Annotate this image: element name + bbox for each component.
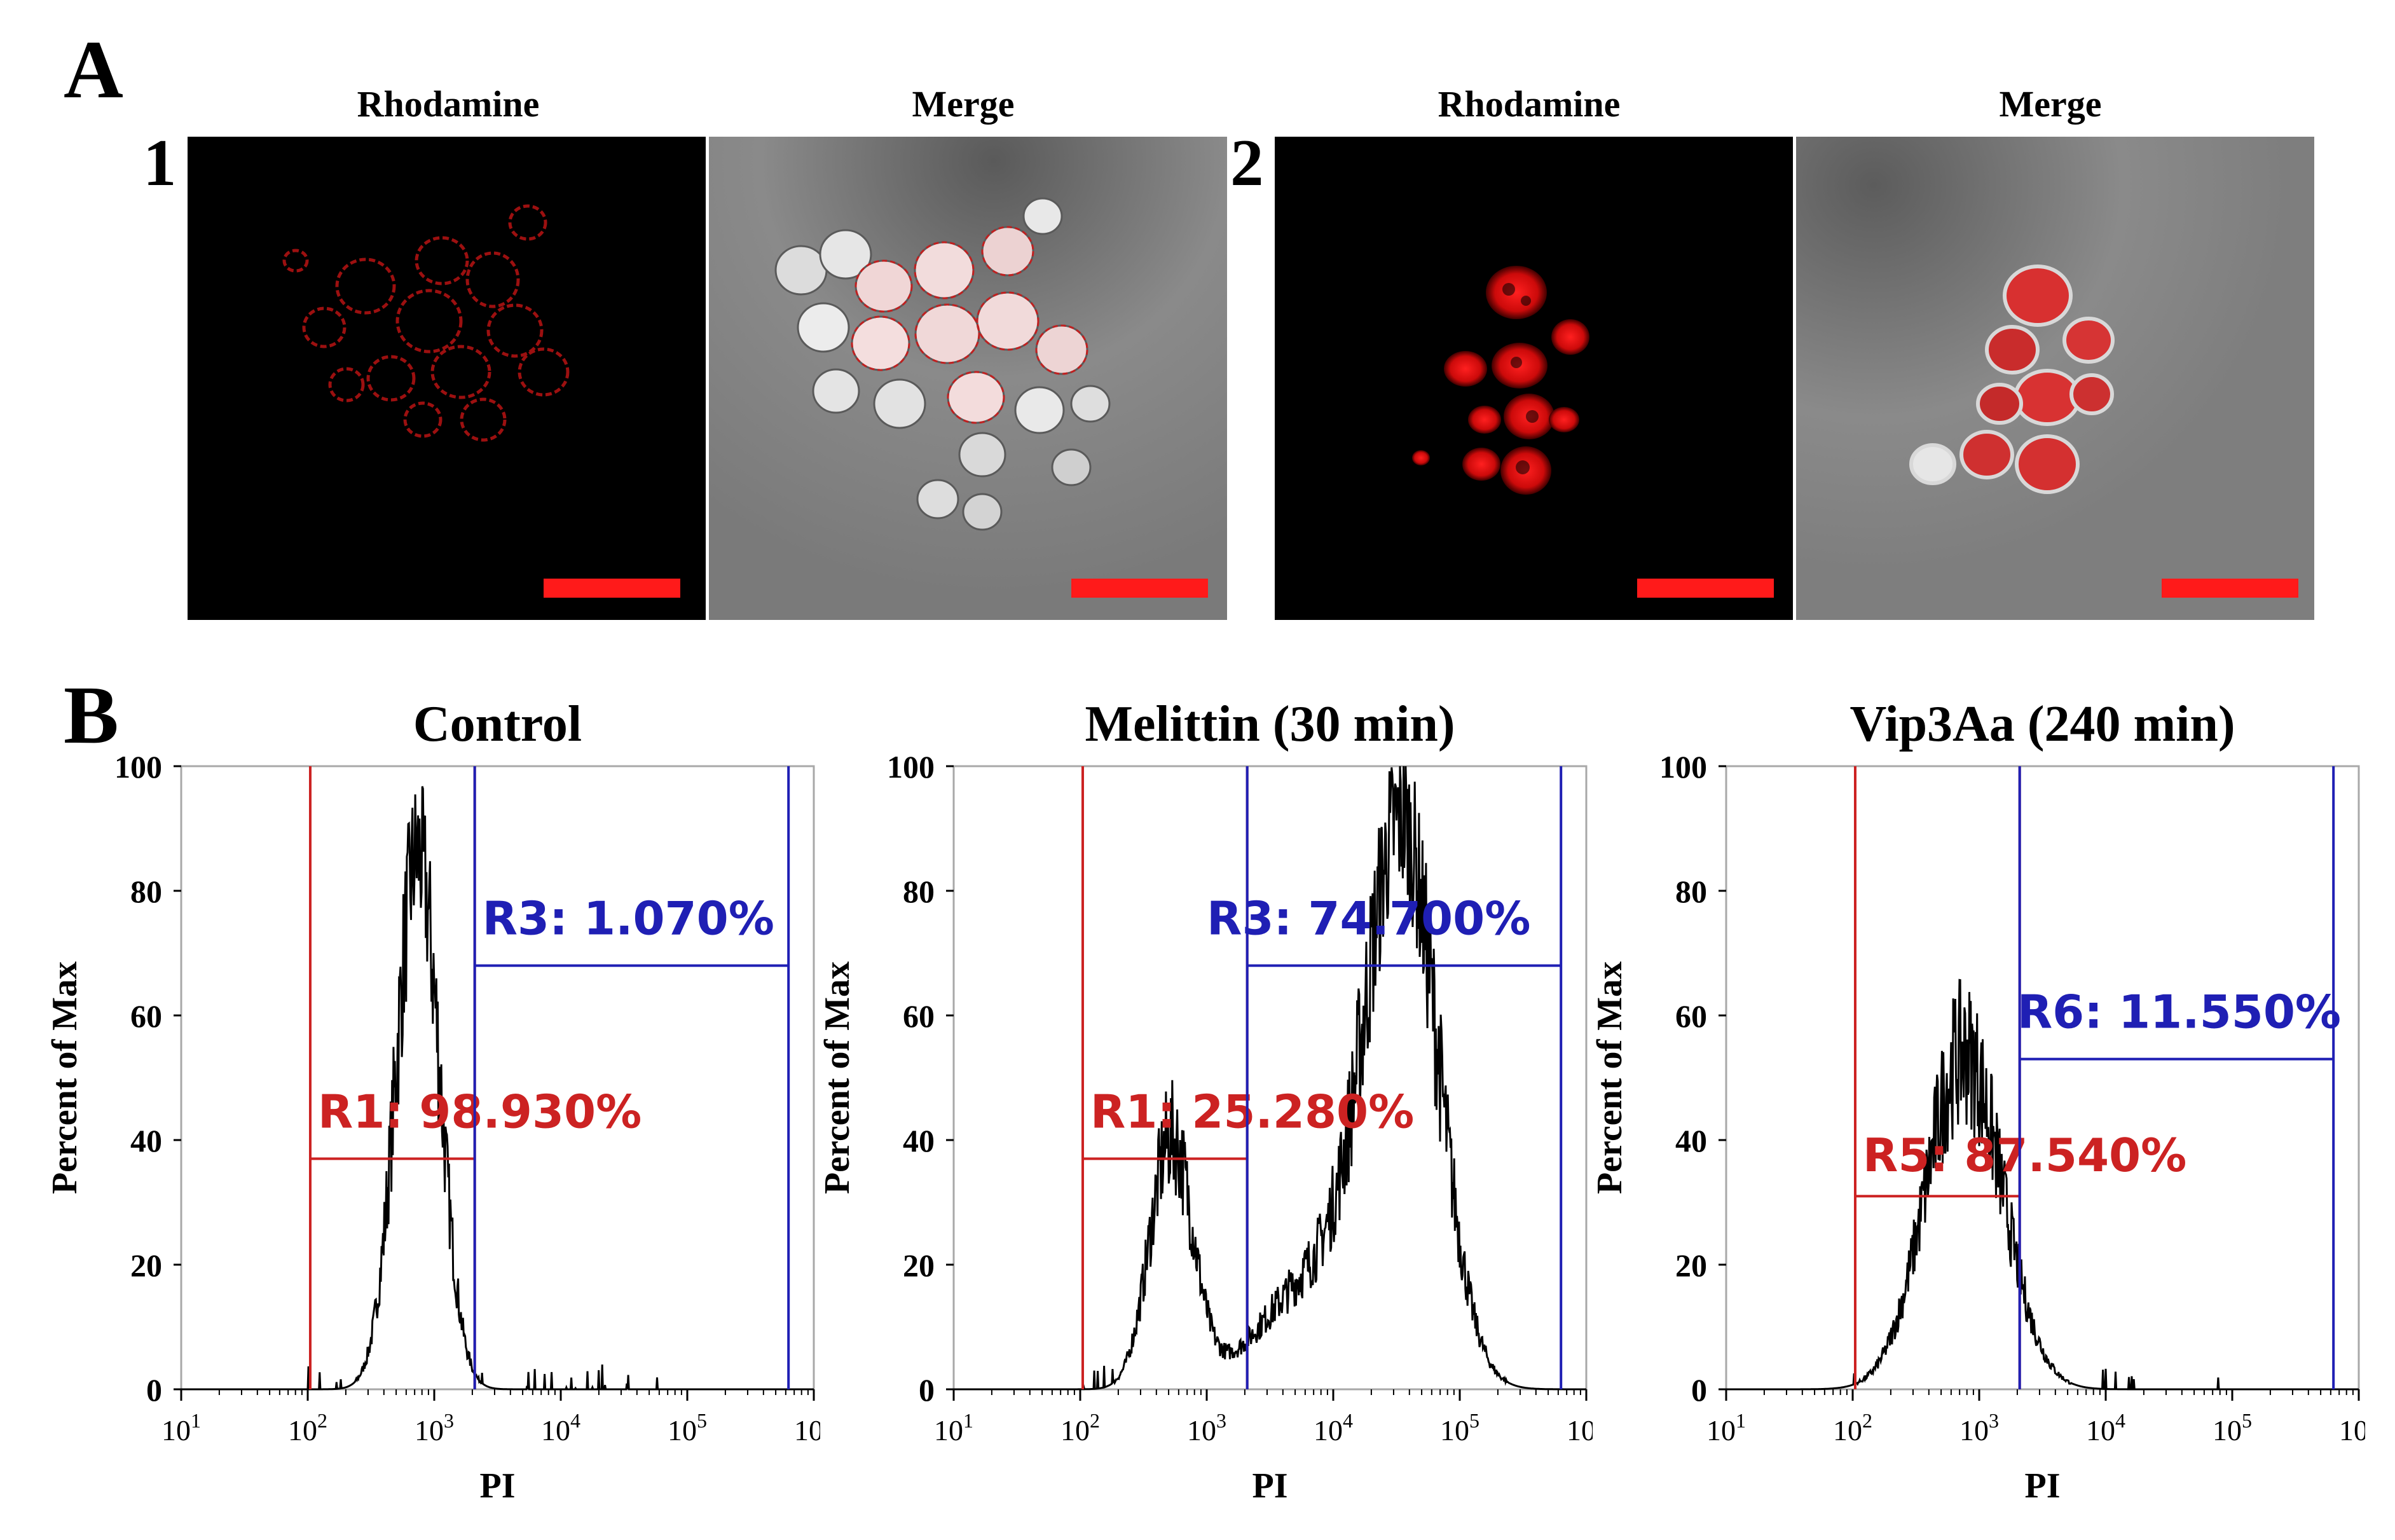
y-tick-label: 20 [903,1248,935,1283]
panel-b-label: B [64,670,119,761]
set2-rhodamine-scale-bar [1637,579,1774,598]
plot-frame [180,765,815,1391]
x-tick-label: 103 [1959,1409,1999,1447]
y-tick-label: 80 [1675,874,1707,909]
histogram-melittin: Melittin (30 min) Percent of Max 0 20 40 60 80… [818,696,1593,1506]
chart-title: Vip3Aa (240 min) [1850,696,2235,752]
y-tick-label: 20 [1675,1248,1707,1283]
y-tick-label: 0 [919,1372,935,1408]
gate-r3-label: R3: 1.070% [483,892,774,945]
y-tick-label: 60 [903,998,935,1034]
x-tick-label: 106 [794,1409,820,1447]
y-tick-label: 60 [130,998,162,1034]
gate-r6-label: R6: 11.550% [2017,986,2341,1039]
x-tick-label: 106 [2339,1409,2365,1447]
x-tick-label: 102 [288,1409,327,1447]
set1-rhodamine-title: Rhodamine [357,83,540,125]
x-tick-label: 103 [415,1409,454,1447]
set1-merge-scale-bar [1071,579,1208,598]
x-tick-label: 104 [1314,1409,1353,1447]
set1-rhodamine-scale-bar [544,579,680,598]
x-tick-label: 104 [541,1409,580,1447]
gate-r1-label: R1: 98.930% [318,1085,642,1138]
y-tick-label: 100 [1659,749,1707,785]
histogram-trace [181,786,814,1391]
x-axis-label: PI [1252,1466,1288,1506]
y-tick-label: 40 [1675,1123,1707,1158]
x-tick-label: 103 [1187,1409,1226,1447]
y-tick-label: 20 [130,1248,162,1283]
x-tick-label: 105 [668,1409,707,1447]
y-tick-label: 80 [130,874,162,909]
set2-rhodamine-title: Rhodamine [1438,83,1621,125]
histogram-vip3aa: Vip3Aa (240 min) Percent of Max 0 20 40 60 80 1… [1590,696,2365,1506]
y-tick-label: 100 [114,749,162,785]
plot-frame [1725,765,2360,1391]
y-axis-label: Percent of Max [1590,961,1630,1194]
x-axis-label: PI [2025,1466,2061,1506]
x-tick-label: 106 [1567,1409,1593,1447]
set1-merge-image [709,137,1227,620]
y-tick-label: 0 [146,1372,162,1408]
y-axis-label: Percent of Max [45,961,85,1194]
set1-rhodamine-image [188,137,706,620]
x-axis-label: PI [480,1466,516,1506]
y-tick-label: 40 [903,1123,935,1158]
set2-merge-title: Merge [1999,83,2102,125]
y-tick-label: 40 [130,1123,162,1158]
chart-title: Melittin (30 min) [1085,696,1455,752]
gate-r5-label: R5: 87.540% [1863,1129,2186,1182]
x-tick-label: 102 [1060,1409,1100,1447]
histogram-trace [954,766,1586,1391]
image-set-1-number: 1 [143,125,177,200]
y-axis-label: Percent of Max [818,961,857,1194]
chart-title: Control [413,696,582,752]
x-tick-label: 101 [934,1409,973,1447]
y-tick-label: 0 [1691,1372,1707,1408]
y-tick-label: 100 [887,749,935,785]
set2-merge-image [1796,137,2314,620]
set1-merge-title: Merge [912,83,1015,125]
panel-a-label: A [64,24,123,116]
x-tick-label: 101 [161,1409,201,1447]
x-tick-label: 105 [2213,1409,2252,1447]
y-tick-label: 80 [903,874,935,909]
x-tick-label: 104 [2086,1409,2125,1447]
histogram-control: Control Percent of Max 0 20 40 60 80 100 101 102 1… [45,696,820,1506]
gate-r1-label: R1: 25.280% [1090,1085,1414,1138]
x-tick-label: 105 [1440,1409,1479,1447]
image-set-2-number: 2 [1230,125,1264,200]
y-tick-label: 60 [1675,998,1707,1034]
plot-frame [952,765,1588,1391]
x-tick-label: 101 [1706,1409,1746,1447]
histogram-trace [1726,979,2359,1391]
set2-rhodamine-image [1275,137,1793,620]
x-tick-label: 102 [1833,1409,1872,1447]
gate-r3-label: R3: 74.700% [1207,892,1530,945]
set2-merge-scale-bar [2162,579,2298,598]
